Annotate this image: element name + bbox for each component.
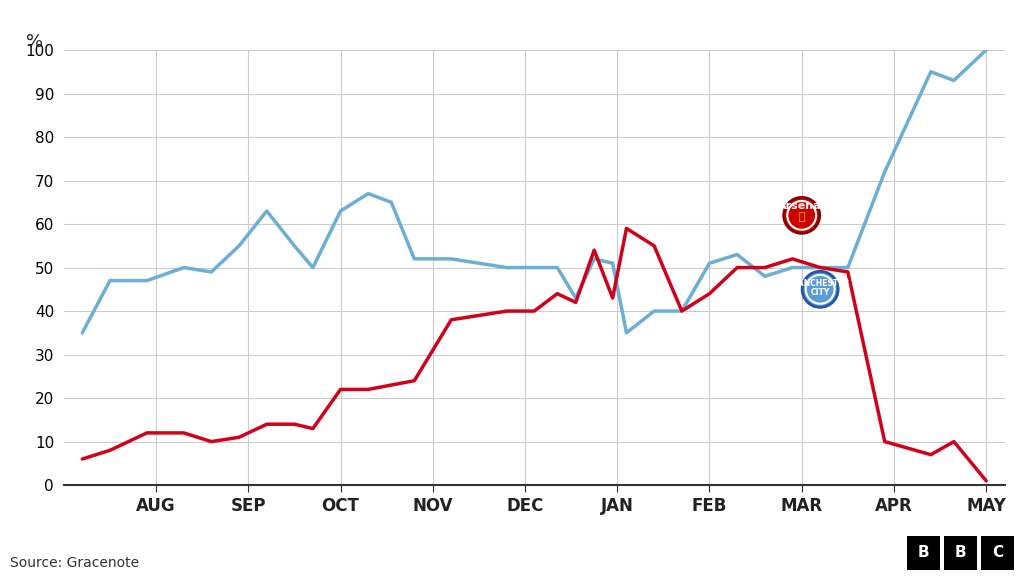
Text: MANCHESTER: MANCHESTER [791,279,850,289]
Text: %: % [27,33,43,51]
Text: B: B [954,545,967,560]
Text: Arsenal: Arsenal [778,202,825,211]
Text: 🔴: 🔴 [799,212,805,222]
Text: CITY: CITY [811,289,829,297]
Text: B: B [918,545,930,560]
Text: C: C [992,545,1002,560]
Text: Source: Gracenote: Source: Gracenote [10,556,139,570]
